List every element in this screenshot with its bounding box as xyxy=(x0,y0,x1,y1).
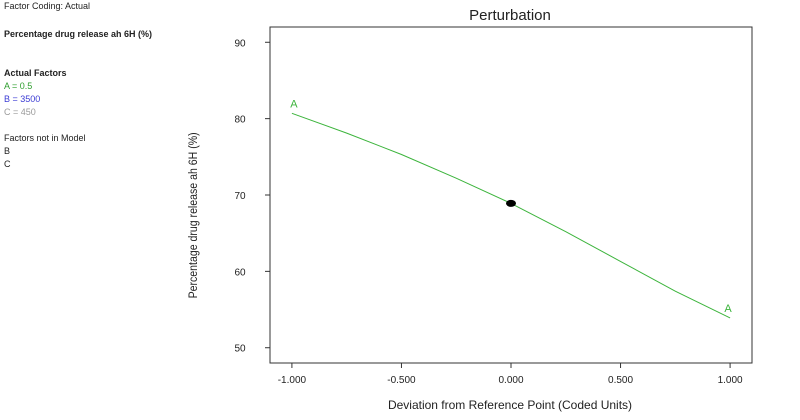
factor-coding: Factor Coding: Actual xyxy=(4,1,91,11)
x-tick-label: -1.000 xyxy=(278,375,307,386)
not-in-model-b: B xyxy=(4,146,11,156)
reference-point xyxy=(506,199,516,207)
series-end-label: A xyxy=(724,303,732,315)
x-tick-label: 1.000 xyxy=(718,375,743,386)
y-tick-label: 80 xyxy=(234,115,246,126)
series-line-a xyxy=(291,112,731,319)
y-tick-label: 90 xyxy=(234,38,246,49)
actual-factors-heading: Actual Factors xyxy=(4,68,67,78)
chart-title: Perturbation xyxy=(469,7,551,24)
factor-a: A = 0.5 xyxy=(4,81,33,91)
y-axis: 50 60 70 80 90 xyxy=(234,38,270,355)
x-tick-label: 0.000 xyxy=(498,375,523,386)
x-tick-label: 0.500 xyxy=(608,375,633,386)
y-tick-label: 50 xyxy=(234,344,246,355)
y-axis-label: Percentage drug release ah 6H (%) xyxy=(187,132,200,298)
factor-b: B = 3500 xyxy=(4,94,41,104)
series-layer: AA xyxy=(290,98,732,319)
not-in-model-heading: Factors not in Model xyxy=(4,133,86,143)
not-in-model-c: C xyxy=(4,159,11,169)
factor-c: C = 450 xyxy=(4,107,36,117)
x-axis-label: Deviation from Reference Point (Coded Un… xyxy=(388,398,632,412)
x-axis: -1.000 -0.500 0.000 0.500 1.000 xyxy=(278,363,743,386)
y-tick-label: 60 xyxy=(234,267,246,278)
response-name: Percentage drug release ah 6H (%) xyxy=(4,29,153,39)
plot-frame xyxy=(269,26,753,364)
y-tick-label: 70 xyxy=(234,191,246,202)
x-tick-label: -0.500 xyxy=(387,375,416,386)
series-end-label: A xyxy=(290,98,298,110)
